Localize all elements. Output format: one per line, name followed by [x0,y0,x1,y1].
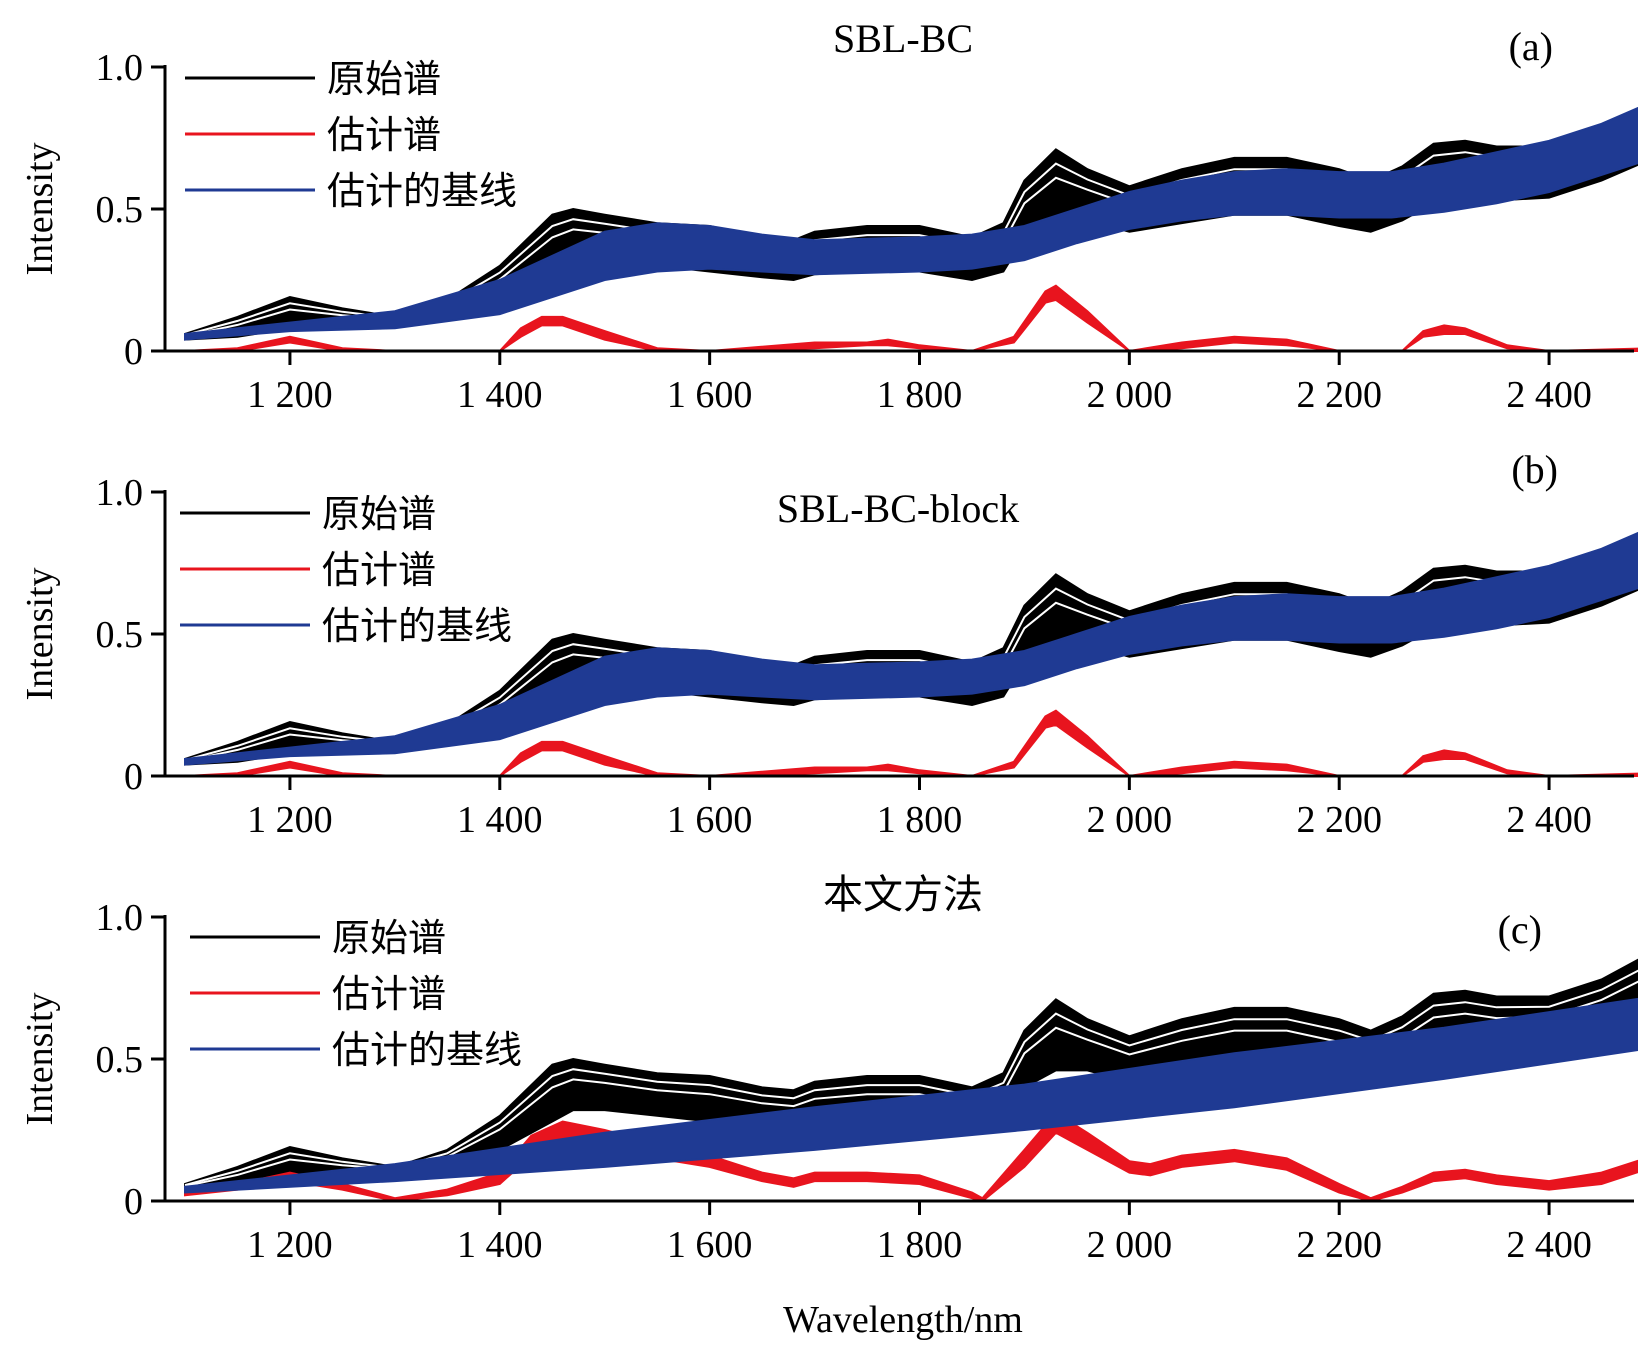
y-axis-label: Intensity [19,993,61,1126]
y-tick-label: 0.5 [96,614,144,656]
x-tick-label: 1 800 [877,1224,963,1266]
y-axis-label: Intensity [19,143,61,276]
chart-panel-1: 0 0.5 1.0 1 200 1 400 1 600 1 800 2 000 2 200 2 4… [19,447,1638,841]
y-tick-label: 0 [124,756,143,798]
x-tick-label: 2 400 [1506,1224,1592,1266]
panel-title: SBL-BC-block [777,486,1019,531]
x-tick-label: 2 400 [1506,374,1592,416]
x-tick-label: 2 000 [1087,1224,1173,1266]
x-tick-label: 2 200 [1296,374,1382,416]
x-tick-label: 1 800 [877,799,963,841]
series-band-1 [184,1111,1638,1203]
y-tick-label: 0.5 [96,189,144,231]
y-tick-label: 1.0 [96,47,144,89]
legend-label-1: 估计谱 [332,972,446,1016]
y-axis-label: Intensity [19,568,61,701]
legend-label-1: 估计谱 [327,113,441,157]
legend-label-2: 估计的基线 [322,604,512,648]
x-tick-label: 1 400 [457,1224,543,1266]
x-tick-label: 1 800 [877,374,963,416]
panel-tag: (c) [1498,907,1542,952]
chart-panel-2: 0 0.5 1.0 1 200 1 400 1 600 1 800 2 000 2 200 2 4… [19,872,1638,1266]
x-tick-label: 1 600 [667,799,753,841]
x-tick-label: 2 000 [1087,799,1173,841]
legend-label-2: 估计的基线 [332,1028,522,1072]
y-tick-label: 0.5 [96,1039,144,1081]
x-tick-label: 1 600 [667,374,753,416]
series-band-2 [184,106,1638,341]
x-tick-label: 2 200 [1296,799,1382,841]
x-axis-label: Wavelength/nm [783,1299,1023,1341]
x-tick-label: 1 600 [667,1224,753,1266]
y-tick-label: 0 [124,1181,143,1223]
series-band-2 [184,531,1638,766]
x-tick-label: 1 200 [247,1224,333,1266]
panel-title: SBL-BC [833,16,973,61]
x-tick-label: 2 000 [1087,374,1173,416]
x-tick-label: 1 200 [247,799,333,841]
x-tick-label: 2 200 [1296,1224,1382,1266]
legend-label-0: 原始谱 [327,57,441,101]
series-band-0 [184,958,1638,1191]
y-tick-label: 1.0 [96,472,144,514]
legend-label-2: 估计的基线 [327,169,517,213]
y-tick-label: 1.0 [96,897,144,939]
x-tick-label: 1 400 [457,799,543,841]
x-tick-label: 1 200 [247,374,333,416]
panel-title: 本文方法 [823,872,983,917]
legend-label-0: 原始谱 [322,492,436,536]
chart-panel-0: 0 0.5 1.0 1 200 1 400 1 600 1 800 2 000 2 200 2 4… [19,16,1638,416]
panel-tag: (a) [1509,24,1553,69]
legend-label-1: 估计谱 [322,548,436,592]
x-tick-label: 1 400 [457,374,543,416]
series-band-2 [184,997,1638,1194]
legend-label-0: 原始谱 [332,916,446,960]
x-tick-label: 2 400 [1506,799,1592,841]
y-tick-label: 0 [124,331,143,373]
panel-tag: (b) [1511,447,1558,492]
